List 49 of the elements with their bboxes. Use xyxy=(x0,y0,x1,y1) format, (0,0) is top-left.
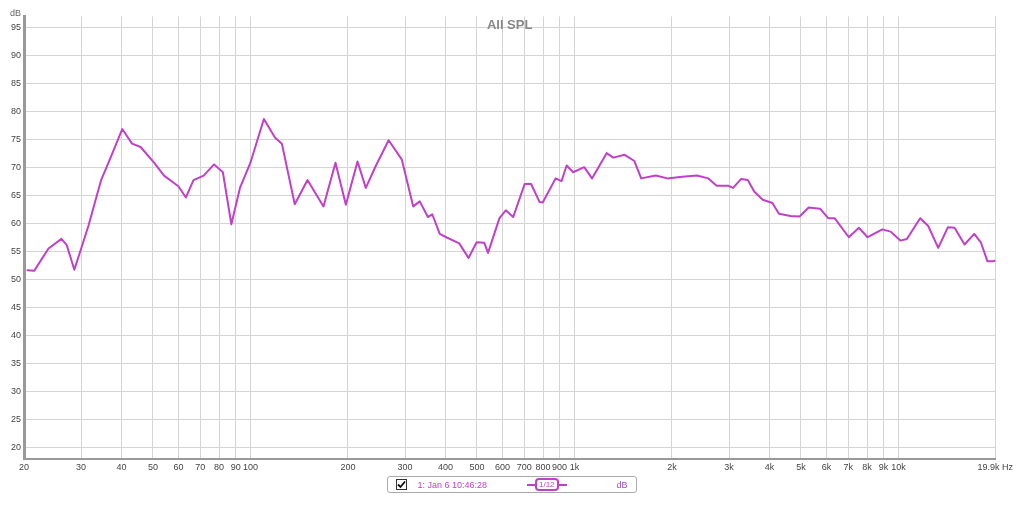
y-tick-label: 55 xyxy=(11,246,22,257)
x-tick-label: 200 xyxy=(340,462,356,473)
x-tick-label: 9k xyxy=(878,462,889,473)
y-tick-label: 30 xyxy=(11,386,22,397)
y-tick-label: 90 xyxy=(11,50,22,61)
x-tick-label: 3k xyxy=(724,462,735,473)
y-tick-label: 85 xyxy=(11,78,22,89)
y-tick-label: 65 xyxy=(11,190,22,201)
x-tick-label: 40 xyxy=(116,462,127,473)
text: dB xyxy=(616,479,628,490)
x-tick-label: 700 xyxy=(516,462,532,473)
x-tick-label: 10k xyxy=(891,462,907,473)
x-tick-label: 5k xyxy=(796,462,807,473)
x-tick-label: 80 xyxy=(214,462,225,473)
x-tick-label: 20 xyxy=(19,462,30,473)
y-tick-label: 20 xyxy=(11,442,22,453)
x-tick-label: 1k xyxy=(569,462,580,473)
x-tick-label: 900 xyxy=(552,462,568,473)
x-tick-label: 60 xyxy=(173,462,184,473)
y-tick-label: 80 xyxy=(11,106,22,117)
y-tick-label: 70 xyxy=(11,162,22,173)
y-tick-label: 45 xyxy=(11,302,22,313)
x-tick-label: 50 xyxy=(147,462,158,473)
y-tick-label: 35 xyxy=(11,358,22,369)
y-tick-label: 50 xyxy=(11,274,22,285)
x-tick-label: 7k xyxy=(843,462,854,473)
text: 1/12 xyxy=(534,478,559,491)
x-tick-label: 70 xyxy=(195,462,206,473)
x-tick-label: 400 xyxy=(438,462,454,473)
x-tick-label: 800 xyxy=(535,462,551,473)
x-tick-label: 4k xyxy=(764,462,775,473)
y-tick-label: 95 xyxy=(11,22,22,33)
y-tick-label: 25 xyxy=(11,414,22,425)
x-tick-label: 8k xyxy=(862,462,873,473)
y-tick-label: 75 xyxy=(11,134,22,145)
text: 1: Jan 6 10:46:28 xyxy=(417,479,487,490)
x-tick-label: 600 xyxy=(495,462,511,473)
x-tick-label: 6k xyxy=(821,462,832,473)
x-tick-label: 100 xyxy=(242,462,258,473)
y-axis-title: dB xyxy=(10,7,22,18)
x-tick-label: 19.9k Hz xyxy=(977,462,1014,473)
x-tick-label: 30 xyxy=(76,462,87,473)
x-tick-label: 300 xyxy=(397,462,413,473)
y-tick-label: 60 xyxy=(11,218,22,229)
x-tick-label: 2k xyxy=(667,462,678,473)
x-tick-label: 500 xyxy=(469,462,485,473)
chart-title: All SPL xyxy=(486,17,533,33)
y-tick-label: 40 xyxy=(11,330,22,341)
x-tick-label: 90 xyxy=(230,462,241,473)
